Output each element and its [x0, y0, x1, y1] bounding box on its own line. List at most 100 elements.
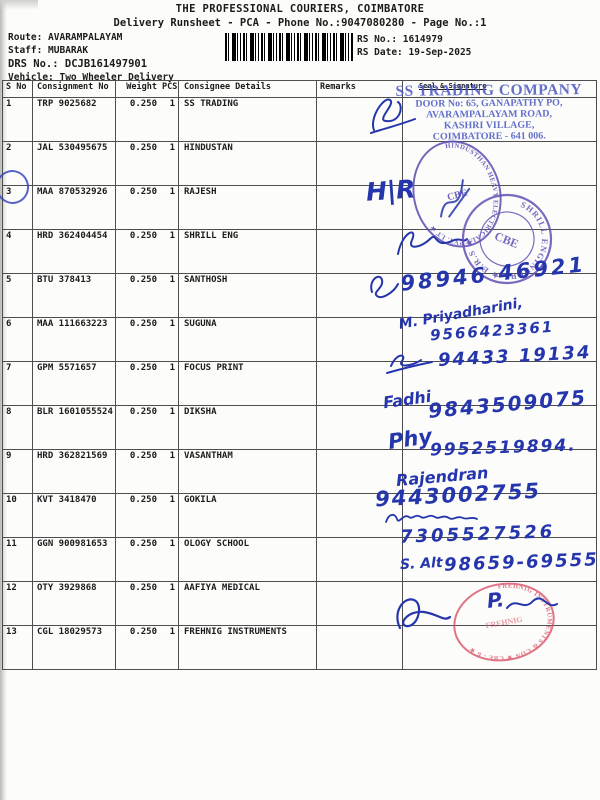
table-row: 3 MAA 870532926 0.250 1 RAJESH	[2, 185, 597, 230]
cell-pcs: 1	[159, 405, 179, 450]
cell-consignee: GOKILA	[178, 493, 317, 538]
cell-consignment: BLR 1601055524	[32, 405, 116, 450]
cell-remarks	[316, 405, 403, 450]
table-row: 8 BLR 1601055524 0.250 1 DIKSHA	[2, 405, 597, 450]
cell-seal-signature	[402, 229, 597, 274]
cell-consignment: JAL 530495675	[32, 141, 116, 186]
cell-weight: 0.250	[115, 405, 159, 450]
route-line: Route: AVARAMPALAYAM	[8, 32, 123, 43]
cell-weight: 0.250	[115, 625, 159, 670]
cell-consignment: CGL 18029573	[32, 625, 116, 670]
cell-remarks	[316, 493, 403, 538]
cell-remarks	[316, 625, 403, 670]
cell-pcs: 1	[159, 273, 179, 318]
cell-pcs: 1	[159, 537, 179, 582]
cell-sno: 7	[2, 361, 33, 406]
cell-consignment: HRD 362404454	[32, 229, 116, 274]
cell-consignment: OTY 3929868	[32, 581, 116, 626]
cell-consignee: DIKSHA	[178, 405, 317, 450]
cell-seal-signature	[402, 581, 597, 626]
table-row: 4 HRD 362404454 0.250 1 SHRILL ENG	[2, 229, 597, 274]
cell-weight: 0.250	[115, 185, 159, 230]
cell-weight: 0.250	[115, 273, 159, 318]
cell-remarks	[316, 273, 403, 318]
cell-remarks	[316, 361, 403, 406]
cell-pcs: 1	[159, 625, 179, 670]
cell-weight: 0.250	[115, 537, 159, 582]
cell-remarks	[316, 449, 403, 494]
rs-no-line: RS No.: 1614979	[357, 34, 443, 45]
header-seal-signature: Seal & Signature	[402, 80, 597, 98]
table-row: 5 BTU 378413 0.250 1 SANTHOSH	[2, 273, 597, 318]
cell-seal-signature	[402, 317, 597, 362]
header-weight: Weight	[115, 80, 159, 98]
cell-pcs: 1	[159, 493, 179, 538]
cell-remarks	[316, 317, 403, 362]
table-row: 9 HRD 362821569 0.250 1 VASANTHAM	[2, 449, 597, 494]
cell-pcs: 1	[159, 317, 179, 362]
header-consignment: Consignment No	[32, 80, 116, 98]
cell-sno: 3	[2, 185, 33, 230]
runsheet-table: S No Consignment No Weight PCS Consignee…	[2, 80, 597, 670]
header-consignee: Consignee Details	[178, 80, 317, 98]
cell-consignee: SHRILL ENG	[178, 229, 317, 274]
table-row: 1 TRP 9025682 0.250 1 SS TRADING	[2, 97, 597, 142]
cell-consignment: TRP 9025682	[32, 97, 116, 142]
cell-consignee: FOCUS PRINT	[178, 361, 317, 406]
cell-sno: 4	[2, 229, 33, 274]
cell-consignee: FREHNIG INSTRUMENTS	[178, 625, 317, 670]
cell-consignment: HRD 362821569	[32, 449, 116, 494]
cell-sno: 1	[2, 97, 33, 142]
table-row: 7 GPM 5571657 0.250 1 FOCUS PRINT	[2, 361, 597, 406]
cell-consignment: MAA 111663223	[32, 317, 116, 362]
cell-consignee: SANTHOSH	[178, 273, 317, 318]
table-row: 11 GGN 900981653 0.250 1 OLOGY SCHOOL	[2, 537, 597, 582]
cell-consignment: MAA 870532926	[32, 185, 116, 230]
cell-weight: 0.250	[115, 361, 159, 406]
cell-weight: 0.250	[115, 449, 159, 494]
table-row: 2 JAL 530495675 0.250 1 HINDUSTAN	[2, 141, 597, 186]
cell-consignment: GGN 900981653	[32, 537, 116, 582]
cell-pcs: 1	[159, 97, 179, 142]
cell-weight: 0.250	[115, 229, 159, 274]
cell-remarks	[316, 185, 403, 230]
cell-seal-signature	[402, 405, 597, 450]
cell-weight: 0.250	[115, 97, 159, 142]
cell-weight: 0.250	[115, 317, 159, 362]
barcode	[225, 33, 353, 61]
cell-consignee: HINDUSTAN	[178, 141, 317, 186]
cell-consignee: OLOGY SCHOOL	[178, 537, 317, 582]
cell-sno: 9	[2, 449, 33, 494]
runsheet-info-right: RS No.: 1614979 RS Date: 19-Sep-2025	[357, 33, 471, 59]
table-row: 6 MAA 111663223 0.250 1 SUGUNA	[2, 317, 597, 362]
cell-pcs: 1	[159, 141, 179, 186]
cell-weight: 0.250	[115, 493, 159, 538]
header-sno: S No	[2, 80, 33, 98]
cell-consignee: SS TRADING	[178, 97, 317, 142]
cell-consignment: KVT 3418470	[32, 493, 116, 538]
cell-remarks	[316, 141, 403, 186]
cell-consignment: GPM 5571657	[32, 361, 116, 406]
cell-seal-signature	[402, 185, 597, 230]
cell-seal-signature	[402, 449, 597, 494]
runsheet-info-left: Route: AVARAMPALAYAM Staff: MUBARAK DRS …	[8, 31, 174, 84]
cell-remarks	[316, 581, 403, 626]
cell-sno: 8	[2, 405, 33, 450]
cell-consignee: RAJESH	[178, 185, 317, 230]
cell-consignee: SUGUNA	[178, 317, 317, 362]
cell-remarks	[316, 229, 403, 274]
table-header: S No Consignment No Weight PCS Consignee…	[2, 80, 597, 98]
cell-seal-signature	[402, 361, 597, 406]
cell-sno: 5	[2, 273, 33, 318]
cell-pcs: 1	[159, 229, 179, 274]
rs-date-line: RS Date: 19-Sep-2025	[357, 47, 472, 58]
cell-seal-signature	[402, 493, 597, 538]
table-row: 12 OTY 3929868 0.250 1 AAFIYA MEDICAL	[2, 581, 597, 626]
header-remarks: Remarks	[316, 80, 403, 98]
cell-consignee: AAFIYA MEDICAL	[178, 581, 317, 626]
cell-consignee: VASANTHAM	[178, 449, 317, 494]
drs-line: DRS No.: DCJB161497901	[8, 58, 148, 70]
cell-seal-signature	[402, 141, 597, 186]
cell-seal-signature	[402, 97, 597, 142]
document-title: THE PROFESSIONAL COURIERS, COIMBATORE	[175, 3, 425, 15]
